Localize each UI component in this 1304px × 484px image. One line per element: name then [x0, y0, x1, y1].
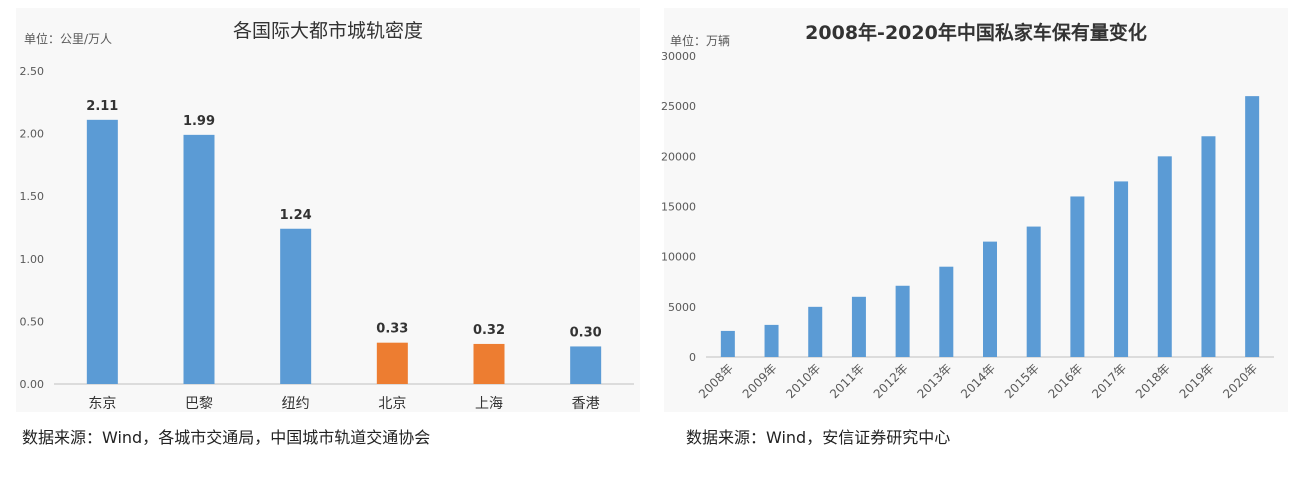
left-data-label: 2.11 — [86, 99, 118, 114]
left-x-tick-label: 上海 — [475, 396, 503, 412]
right-x-tick-label: 2010年 — [783, 361, 823, 401]
right-y-tick-label: 20000 — [661, 150, 696, 163]
right-x-tick-label: 2011年 — [827, 361, 867, 401]
right-chart-title: 2008年-2020年中国私家车保有量变化 — [805, 22, 1147, 44]
left-bar-4 — [473, 343, 505, 384]
right-x-tick-label: 2013年 — [914, 361, 954, 401]
right-x-tick-label: 2012年 — [871, 361, 911, 401]
right-bar-3 — [851, 296, 866, 357]
left-bar-5 — [570, 346, 602, 384]
left-y-tick-label: 0.50 — [20, 315, 45, 328]
left-x-tick-label: 巴黎 — [185, 396, 213, 412]
left-data-label: 1.24 — [280, 208, 312, 223]
right-bar-10 — [1157, 156, 1172, 357]
left-chart-panel: 各国际大都市城轨密度 单位：公里/万人 0.00 0.50 1.00 1.50 2.00… — [16, 8, 640, 412]
left-data-label: 0.32 — [473, 323, 505, 338]
right-x-tick-label: 2008年 — [696, 361, 736, 401]
right-chart-plot: 0 5000 10000 15000 20000 25000 30000 2008年 2009年… — [661, 50, 1274, 401]
left-x-tick-label: 北京 — [378, 396, 406, 412]
left-y-tick-label: 2.00 — [20, 128, 45, 141]
right-bar-12 — [1245, 96, 1260, 357]
right-x-tick-label: 2014年 — [958, 361, 998, 401]
right-bar-0 — [720, 330, 735, 357]
right-x-tick-label: 2009年 — [740, 361, 780, 401]
right-bar-2 — [808, 306, 823, 357]
right-y-tick-label: 25000 — [661, 100, 696, 113]
right-bar-11 — [1201, 136, 1216, 357]
left-bar-3 — [376, 342, 408, 384]
left-bar-1 — [183, 134, 215, 384]
left-y-tick-label: 2.50 — [20, 65, 45, 78]
right-bar-7 — [1026, 226, 1041, 357]
left-bar-0 — [86, 119, 118, 384]
left-y-tick-label: 0.00 — [20, 378, 45, 391]
right-bar-9 — [1114, 181, 1129, 357]
right-bar-5 — [939, 266, 954, 357]
right-chart-unit-label: 单位：万辆 — [670, 34, 731, 48]
left-source-note: 数据来源：Wind，各城市交通局，中国城市轨道交通协会 — [22, 428, 431, 447]
right-x-tick-label: 2016年 — [1046, 361, 1086, 401]
left-chart-title: 各国际大都市城轨密度 — [232, 20, 423, 42]
right-bar-4 — [895, 285, 910, 357]
left-data-label: 1.99 — [183, 114, 215, 129]
right-y-tick-label: 15000 — [661, 201, 696, 214]
right-bar-6 — [983, 241, 997, 357]
left-y-tick-label: 1.50 — [20, 190, 45, 203]
right-chart-panel: 2008年-2020年中国私家车保有量变化 单位：万辆 0 5000 10000 15… — [661, 8, 1288, 412]
right-y-tick-label: 0 — [689, 351, 696, 364]
left-x-tick-label: 纽约 — [282, 396, 310, 412]
left-data-label: 0.33 — [376, 322, 408, 337]
right-y-tick-label: 5000 — [668, 301, 696, 314]
left-chart-unit-label: 单位：公里/万人 — [24, 32, 113, 46]
right-y-tick-label: 10000 — [661, 251, 696, 264]
left-x-tick-label: 香港 — [572, 396, 600, 412]
left-y-tick-label: 1.00 — [20, 253, 45, 266]
right-bar-8 — [1070, 196, 1085, 357]
left-chart-plot: 0.00 0.50 1.00 1.50 2.00 2.50 2.11 东京 1.99 巴黎 1.24… — [20, 65, 634, 412]
left-bar-2 — [280, 228, 312, 384]
right-x-tick-label: 2018年 — [1133, 361, 1173, 401]
right-y-tick-label: 30000 — [661, 50, 696, 63]
right-x-tick-label: 2019年 — [1177, 361, 1217, 401]
left-x-tick-label: 东京 — [88, 396, 116, 412]
right-x-tick-label: 2020年 — [1220, 361, 1260, 401]
right-x-tick-label: 2015年 — [1002, 361, 1042, 401]
right-x-tick-label: 2017年 — [1089, 361, 1129, 401]
right-source-note: 数据来源：Wind，安信证券研究中心 — [686, 428, 951, 447]
left-data-label: 0.30 — [570, 325, 602, 340]
right-bar-1 — [764, 324, 779, 357]
